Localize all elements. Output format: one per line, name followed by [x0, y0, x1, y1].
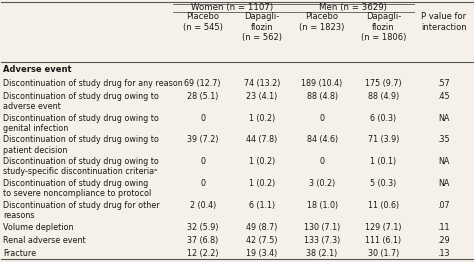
- Text: 5 (0.3): 5 (0.3): [370, 179, 397, 188]
- Text: Discontinuation of study drug owing to
genital infection: Discontinuation of study drug owing to g…: [3, 113, 159, 133]
- Text: 133 (7.3): 133 (7.3): [304, 236, 340, 245]
- Text: 44 (7.8): 44 (7.8): [246, 135, 277, 145]
- Text: Discontinuation of study drug owing to
patient decision: Discontinuation of study drug owing to p…: [3, 135, 159, 155]
- Text: 69 (12.7): 69 (12.7): [184, 79, 221, 88]
- Text: NA: NA: [438, 179, 449, 188]
- Text: Women (n = 1107): Women (n = 1107): [191, 3, 273, 12]
- Text: 1 (0.2): 1 (0.2): [249, 157, 275, 166]
- Text: Dapagli-
flozin
(n = 562): Dapagli- flozin (n = 562): [242, 12, 282, 42]
- Text: .29: .29: [438, 236, 450, 245]
- Text: 88 (4.9): 88 (4.9): [368, 92, 399, 101]
- Text: 42 (7.5): 42 (7.5): [246, 236, 278, 245]
- Text: 49 (8.7): 49 (8.7): [246, 223, 277, 232]
- Text: 189 (10.4): 189 (10.4): [301, 79, 343, 88]
- Text: 39 (7.2): 39 (7.2): [187, 135, 219, 145]
- Text: Discontinuation of study drug for any reason: Discontinuation of study drug for any re…: [3, 79, 183, 88]
- Text: 84 (4.6): 84 (4.6): [307, 135, 337, 145]
- Text: Renal adverse event: Renal adverse event: [3, 236, 86, 245]
- Text: 3 (0.2): 3 (0.2): [309, 179, 335, 188]
- Text: 38 (2.1): 38 (2.1): [307, 249, 337, 258]
- Text: Dapagli-
flozin
(n = 1806): Dapagli- flozin (n = 1806): [361, 12, 406, 42]
- Text: 175 (9.7): 175 (9.7): [365, 79, 402, 88]
- Text: Fracture: Fracture: [3, 249, 36, 258]
- Text: 0: 0: [200, 113, 205, 123]
- Text: NA: NA: [438, 113, 449, 123]
- Text: 6 (1.1): 6 (1.1): [249, 201, 275, 210]
- Text: 6 (0.3): 6 (0.3): [371, 113, 397, 123]
- Text: Men (n = 3629): Men (n = 3629): [319, 3, 387, 12]
- Text: 18 (1.0): 18 (1.0): [307, 201, 337, 210]
- Text: 32 (5.9): 32 (5.9): [187, 223, 219, 232]
- Text: 2 (0.4): 2 (0.4): [190, 201, 216, 210]
- Text: .13: .13: [438, 249, 450, 258]
- Text: 0: 0: [319, 113, 325, 123]
- Text: 23 (4.1): 23 (4.1): [246, 92, 277, 101]
- Text: 0: 0: [319, 157, 325, 166]
- Text: 1 (0.2): 1 (0.2): [249, 179, 275, 188]
- Text: 129 (7.1): 129 (7.1): [365, 223, 402, 232]
- Text: 130 (7.1): 130 (7.1): [304, 223, 340, 232]
- Text: 0: 0: [200, 157, 205, 166]
- Text: Adverse event: Adverse event: [3, 64, 72, 74]
- Text: 37 (6.8): 37 (6.8): [187, 236, 219, 245]
- Text: NA: NA: [438, 157, 449, 166]
- Text: P value for
interaction: P value for interaction: [421, 12, 466, 32]
- Text: .57: .57: [438, 79, 450, 88]
- Text: Discontinuation of study drug owing
to severe noncompliance to protocol: Discontinuation of study drug owing to s…: [3, 179, 151, 198]
- Text: 71 (3.9): 71 (3.9): [368, 135, 399, 145]
- Text: 19 (3.4): 19 (3.4): [246, 249, 277, 258]
- Text: 74 (13.2): 74 (13.2): [244, 79, 280, 88]
- Text: 12 (2.2): 12 (2.2): [187, 249, 219, 258]
- Text: 88 (4.8): 88 (4.8): [307, 92, 337, 101]
- Text: 28 (5.1): 28 (5.1): [187, 92, 219, 101]
- Text: .35: .35: [438, 135, 450, 145]
- Text: Placebo
(n = 1823): Placebo (n = 1823): [300, 12, 345, 32]
- Text: 111 (6.1): 111 (6.1): [365, 236, 401, 245]
- Text: 1 (0.1): 1 (0.1): [371, 157, 397, 166]
- Text: 0: 0: [200, 179, 205, 188]
- Text: Placebo
(n = 545): Placebo (n = 545): [183, 12, 223, 32]
- Text: .45: .45: [438, 92, 450, 101]
- Text: 1 (0.2): 1 (0.2): [249, 113, 275, 123]
- Text: Volume depletion: Volume depletion: [3, 223, 73, 232]
- Text: Discontinuation of study drug owing to
adverse event: Discontinuation of study drug owing to a…: [3, 92, 159, 111]
- Text: .07: .07: [438, 201, 450, 210]
- Text: 30 (1.7): 30 (1.7): [368, 249, 399, 258]
- Text: Discontinuation of study drug for other
reasons: Discontinuation of study drug for other …: [3, 201, 160, 220]
- Text: 11 (0.6): 11 (0.6): [368, 201, 399, 210]
- Text: Discontinuation of study drug owing to
study-specific discontinuation criteriaᵃ: Discontinuation of study drug owing to s…: [3, 157, 159, 177]
- Text: .11: .11: [438, 223, 450, 232]
